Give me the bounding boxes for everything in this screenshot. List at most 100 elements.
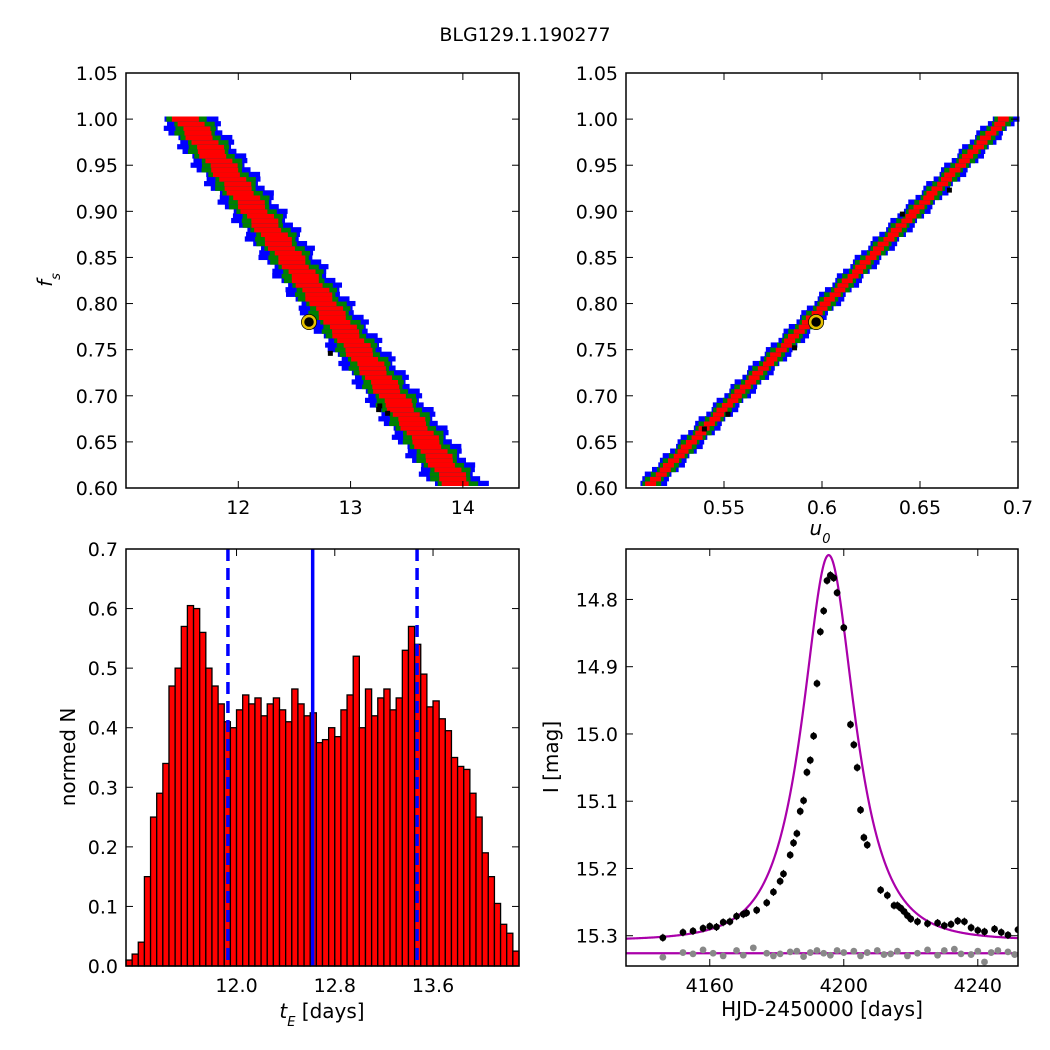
residual-point bbox=[863, 949, 871, 956]
histogram-bar bbox=[493, 902, 502, 967]
histogram-bar bbox=[364, 688, 373, 967]
posterior-band-red bbox=[291, 273, 319, 279]
photometry-point bbox=[954, 917, 962, 925]
photometry-point bbox=[940, 922, 948, 930]
photometry-point bbox=[776, 877, 784, 885]
photometry-point bbox=[719, 918, 727, 926]
posterior-band-red bbox=[709, 416, 721, 422]
posterior-band-red bbox=[211, 167, 239, 173]
photometry-point bbox=[853, 764, 861, 771]
posterior-band-red bbox=[887, 231, 899, 237]
posterior-band-red bbox=[713, 411, 725, 417]
posterior-band-red bbox=[908, 208, 920, 214]
posterior-band-red bbox=[926, 190, 938, 196]
histogram-bar bbox=[499, 923, 508, 967]
histogram-bar bbox=[174, 667, 182, 967]
posterior-band-red bbox=[332, 328, 360, 334]
photometry-point bbox=[934, 919, 941, 927]
x-tick-label: 0.7 bbox=[1003, 497, 1033, 519]
residual-point bbox=[987, 949, 995, 956]
histogram-bar bbox=[186, 604, 195, 967]
x-tick-label: 14 bbox=[451, 497, 475, 519]
y-tick-label: 0.6 bbox=[88, 599, 118, 621]
best-fit-marker-center bbox=[305, 318, 313, 326]
y-tick-label: 0.1 bbox=[88, 896, 118, 918]
posterior-band-red bbox=[205, 158, 233, 164]
residual-point bbox=[800, 953, 807, 960]
photometry-point bbox=[726, 918, 734, 926]
posterior-band-red bbox=[332, 333, 360, 339]
y-tick-label: 15.1 bbox=[576, 791, 618, 813]
y-tick-label: 1.00 bbox=[576, 109, 618, 131]
posterior-band-red bbox=[439, 471, 467, 477]
histogram-bar bbox=[278, 709, 287, 967]
y-tick-label: 0.65 bbox=[576, 432, 618, 454]
residual-point bbox=[733, 947, 740, 954]
histogram-bar bbox=[260, 715, 268, 967]
best-fit-marker-ring bbox=[301, 314, 317, 330]
posterior-band-red bbox=[739, 383, 751, 390]
posterior-band-red bbox=[425, 457, 453, 463]
x-tick-label: 4200 bbox=[820, 975, 868, 997]
posterior-band-red bbox=[990, 125, 1002, 131]
y-tick-label: 15.2 bbox=[576, 858, 618, 880]
y-tick-label: 0.70 bbox=[76, 386, 118, 408]
histogram-bar bbox=[143, 875, 152, 967]
photometry-point bbox=[713, 923, 720, 931]
residual-point bbox=[950, 945, 958, 953]
posterior-band-red bbox=[757, 365, 769, 371]
residual-point bbox=[967, 951, 975, 958]
posterior-band-red bbox=[703, 420, 715, 427]
posterior-band-red bbox=[406, 430, 434, 436]
x-tick-label: 12 bbox=[226, 497, 250, 519]
posterior-band-red bbox=[865, 254, 877, 261]
posterior-band-red bbox=[877, 241, 889, 247]
posterior-band-red bbox=[734, 388, 746, 394]
posterior-band-red bbox=[650, 476, 661, 482]
posterior-band-red bbox=[219, 176, 247, 182]
photometry-point bbox=[833, 589, 841, 597]
residual-point bbox=[1004, 948, 1012, 956]
residual-point bbox=[914, 949, 921, 957]
posterior-band-red bbox=[784, 337, 796, 344]
histogram-bar bbox=[211, 685, 219, 967]
histogram-bar bbox=[199, 631, 207, 967]
y-tick-label: 1.05 bbox=[76, 63, 118, 85]
posterior-band-red bbox=[267, 245, 295, 251]
sample-point bbox=[792, 345, 798, 351]
posterior-band-red bbox=[171, 116, 199, 122]
posterior-band-red bbox=[883, 236, 895, 242]
sample-point bbox=[725, 411, 731, 417]
histogram-bar bbox=[242, 694, 250, 967]
panel2-xlabel: u0 bbox=[810, 516, 831, 547]
residual-point bbox=[994, 947, 1002, 954]
photometry-point bbox=[974, 926, 982, 934]
posterior-band-red bbox=[869, 250, 881, 256]
photometry-point bbox=[997, 928, 1005, 936]
histogram-bar bbox=[481, 852, 489, 967]
posterior-band-red bbox=[763, 360, 775, 367]
x-tick-label: 0.6 bbox=[807, 497, 837, 519]
y-tick-label: 15.3 bbox=[576, 926, 618, 948]
y-tick-label: 0.60 bbox=[76, 478, 118, 500]
posterior-band-red bbox=[730, 393, 742, 399]
posterior-band-red bbox=[385, 402, 413, 408]
histogram-bar bbox=[456, 765, 465, 967]
histogram-bar bbox=[512, 950, 520, 967]
posterior-band-red bbox=[305, 296, 333, 302]
posterior-band-red bbox=[197, 148, 225, 154]
posterior-band-red bbox=[695, 430, 707, 436]
histogram-bar bbox=[438, 718, 446, 967]
histogram-bar bbox=[266, 703, 275, 967]
histogram-bar bbox=[137, 941, 146, 967]
histogram-bar bbox=[180, 625, 189, 967]
residual-point bbox=[689, 950, 697, 958]
posterior-band-red bbox=[941, 176, 952, 182]
photometry-point bbox=[967, 924, 975, 932]
posterior-band-red bbox=[905, 213, 917, 219]
histogram-bar bbox=[168, 685, 176, 967]
posterior-band-red bbox=[829, 291, 841, 297]
photometry-point bbox=[860, 834, 868, 841]
posterior-band-red bbox=[798, 324, 810, 330]
posterior-band-red bbox=[278, 259, 306, 265]
